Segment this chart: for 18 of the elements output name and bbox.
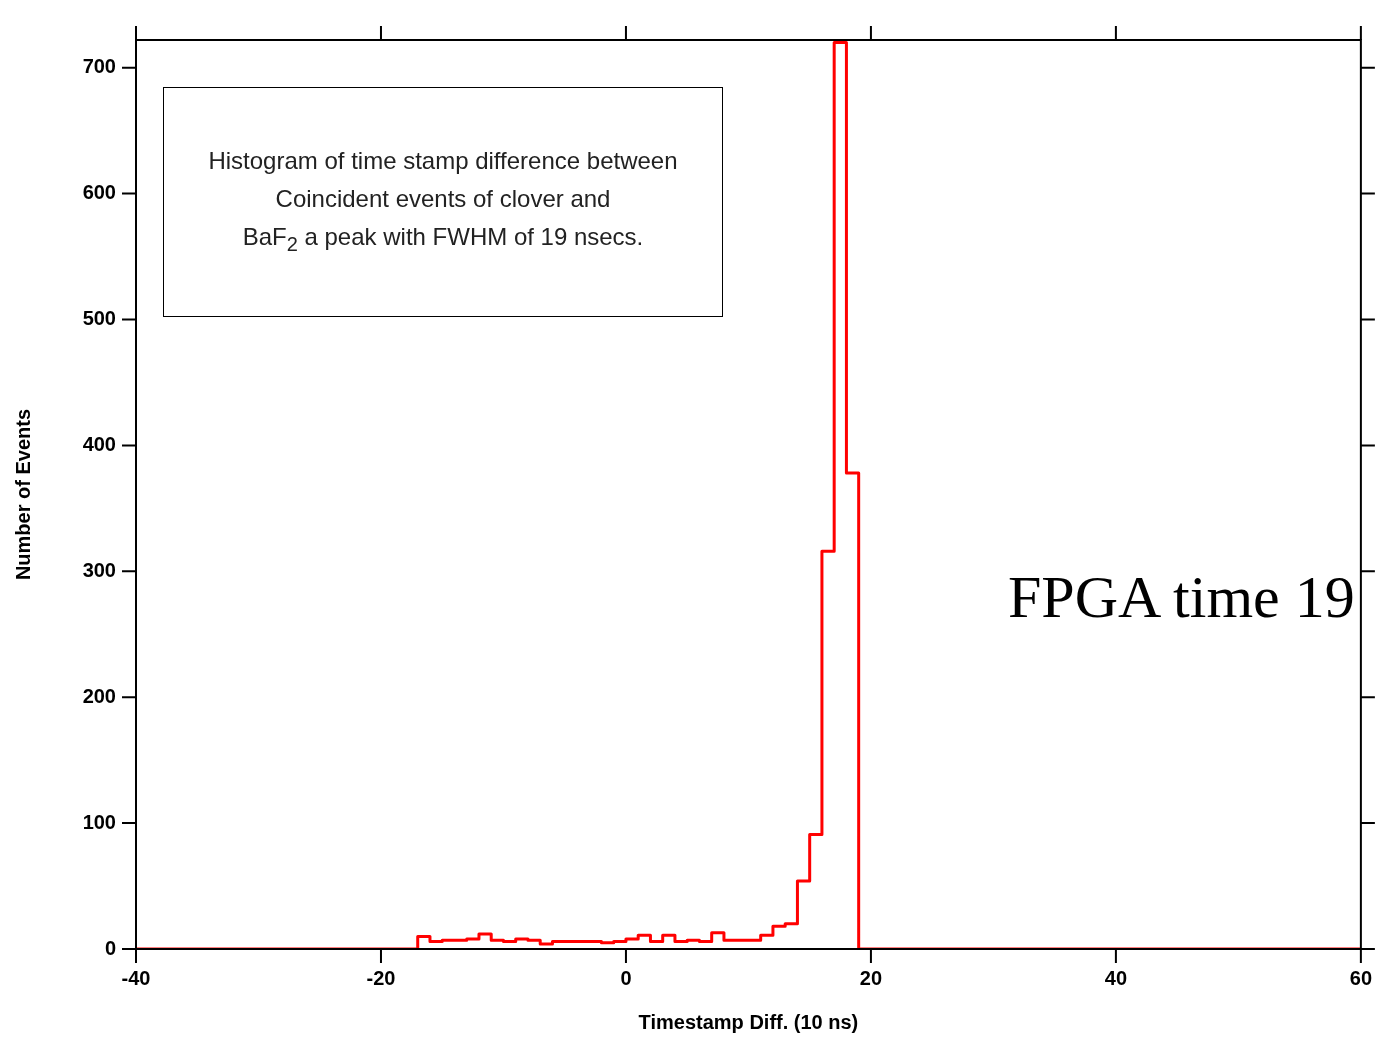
x-tick-label: -40 xyxy=(121,966,151,989)
annotation: Histogram of time stamp difference between Coincident events of clover and BaF$_{2}$ a peak with FWHM of 19 nsecs. xyxy=(208,145,678,257)
x-tick-label: -20 xyxy=(366,966,396,989)
annotation: FPGA time 19 xyxy=(1008,563,1355,632)
y-tick-label: 200 xyxy=(82,684,116,707)
y-tick-label: 500 xyxy=(82,307,116,330)
x-tick-label: 0 xyxy=(620,966,632,989)
x-tick-label: 60 xyxy=(1349,966,1372,989)
y-tick-label: 300 xyxy=(82,558,116,581)
y-tick-label: 400 xyxy=(82,432,116,455)
y-tick-label: 0 xyxy=(104,936,116,959)
y-tick-label: 600 xyxy=(82,181,116,204)
x-axis-title: Timestamp Diff. (10 ns) xyxy=(638,1010,859,1033)
x-tick-label: 20 xyxy=(859,966,883,989)
y-tick-label: 100 xyxy=(82,810,116,833)
x-tick-label: 40 xyxy=(1104,966,1128,989)
y-axis-title: Number of Events xyxy=(11,408,34,581)
y-tick-label: 700 xyxy=(82,55,116,78)
